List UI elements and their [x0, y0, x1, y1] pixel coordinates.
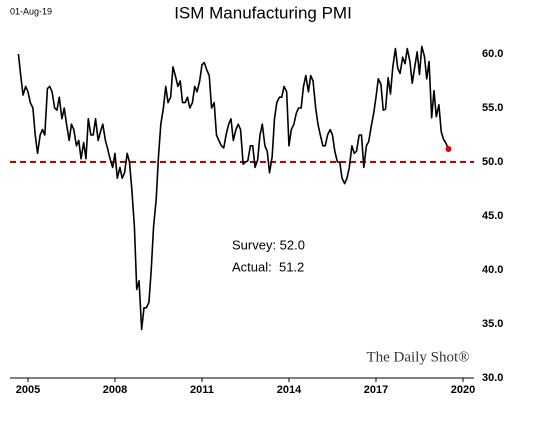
y-tick-label: 50.0	[482, 156, 503, 168]
x-tick-label: 2008	[103, 384, 127, 396]
x-tick-label: 2011	[190, 384, 214, 396]
x-tick-label: 2020	[451, 384, 475, 396]
source-label: The Daily Shot®	[366, 349, 469, 365]
y-tick-label: 45.0	[482, 210, 503, 222]
x-tick-label: 2017	[364, 384, 388, 396]
y-tick-label: 30.0	[482, 372, 503, 384]
y-tick-label: 35.0	[482, 318, 503, 330]
annotation: Actual: 51.2	[232, 259, 304, 274]
x-tick-label: 2014	[277, 384, 302, 396]
y-tick-label: 60.0	[482, 48, 503, 60]
last-point	[445, 146, 452, 153]
y-tick-label: 55.0	[482, 102, 503, 114]
chart-title: ISM Manufacturing PMI	[174, 3, 352, 22]
y-tick-label: 40.0	[482, 264, 503, 276]
line-series	[17, 45, 450, 331]
x-tick-label: 2005	[16, 384, 40, 396]
date-label: 01-Aug-19	[10, 6, 52, 16]
annotation: Survey: 52.0	[232, 237, 305, 252]
